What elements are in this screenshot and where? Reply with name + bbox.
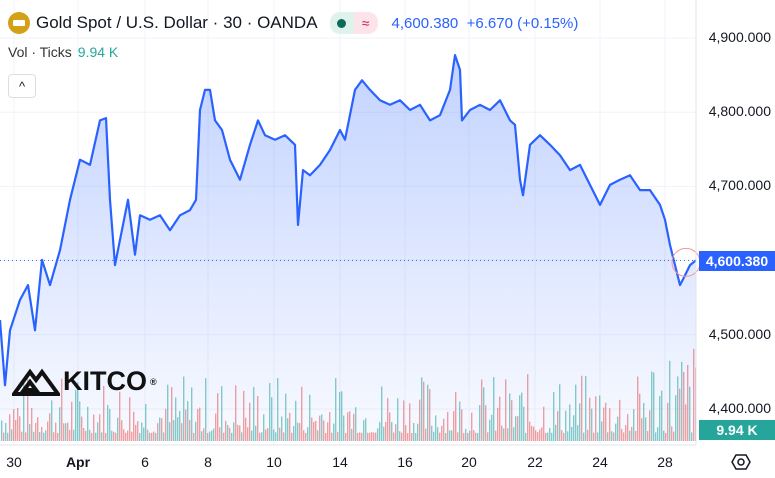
x-tick-label: 24 [592,454,608,470]
x-tick-label: Apr [65,454,91,470]
settings-icon[interactable] [731,452,751,472]
price-area [0,55,696,441]
y-tick-label: 4,700.000 [708,177,771,194]
y-tick-label: 4,900.000 [708,29,771,45]
x-tick-label: 14 [332,454,348,470]
y-tick-label: 4,500.000 [708,325,771,342]
symbol-header: Gold Spot / U.S. Dollar · 30 · OANDA ≈ 4… [8,12,578,34]
x-tick-label: 22 [527,454,543,470]
volume-legend: Vol · Ticks 9.94 K [8,44,119,60]
kitco-watermark: KITCO ® [12,366,157,397]
gold-logo-icon [8,12,30,34]
x-tick-label: 10 [266,454,282,470]
price-line [0,54,697,387]
kitco-logo-icon [12,368,60,396]
x-tick-label: 16 [397,454,413,470]
x-tick-label: 6 [141,454,149,470]
delayed-data-icon: ≈ [353,12,378,34]
market-open-icon [329,12,354,34]
price-tag: 4,600.380 [699,251,775,271]
x-tick-label: 30 [6,454,22,470]
status-pill[interactable]: ≈ [329,12,378,34]
x-tick-label: 20 [461,454,477,470]
y-tick-label: 4,800.000 [708,103,771,120]
collapse-legend-button[interactable]: ^ [8,74,36,98]
volume-tag: 9.94 K [699,420,775,440]
symbol-title[interactable]: Gold Spot / U.S. Dollar · 30 · OANDA [36,13,318,32]
y-tick-label: 4,400.000 [708,400,771,416]
x-tick-label: 28 [657,454,673,470]
x-tick-label: 8 [204,454,212,470]
last-price: 4,600.380 +6.670 (+0.15%) [391,14,579,32]
